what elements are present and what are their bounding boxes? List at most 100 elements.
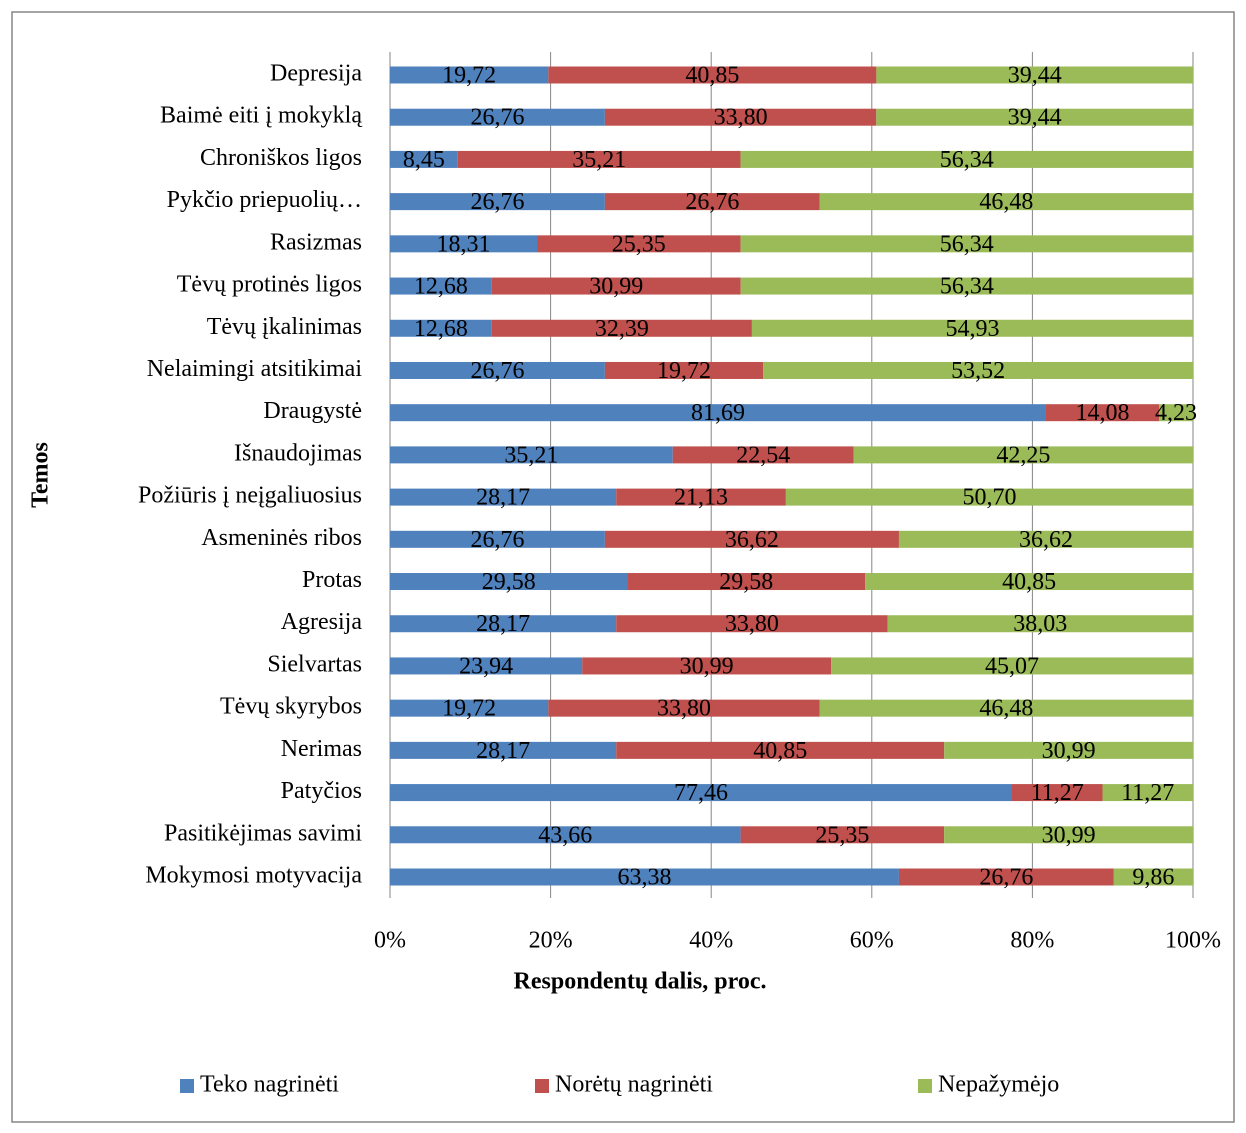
bar-segment (853, 446, 1193, 464)
y-tick-label: Protas (302, 567, 362, 593)
data-label: 33,80 (714, 105, 768, 131)
chart-border (11, 11, 1235, 1123)
data-label: 30,99 (589, 274, 643, 300)
data-label: 19,72 (442, 696, 496, 722)
bar-segment (740, 277, 1194, 295)
bar-segment (616, 741, 945, 759)
data-label: 77,46 (674, 780, 728, 806)
data-label: 14,08 (1076, 400, 1130, 426)
data-label: 8,45 (403, 147, 445, 173)
data-label: 28,17 (476, 611, 530, 637)
bar-segment (831, 657, 1193, 675)
bar-segment (740, 826, 945, 844)
bar-segment (390, 150, 458, 168)
bar-segment (457, 150, 741, 168)
bar-segment (1159, 404, 1193, 422)
data-label: 36,62 (1019, 527, 1073, 553)
y-tick-label: Mokymosi motyvacija (145, 863, 362, 889)
bar-segment (390, 699, 549, 717)
x-tick-label: 40% (689, 928, 733, 954)
y-tick-label: Depresija (270, 61, 362, 87)
data-label: 4,23 (1155, 400, 1197, 426)
data-label: 39,44 (1008, 105, 1062, 131)
data-label: 23,94 (459, 653, 513, 679)
bar-segment (1102, 784, 1193, 802)
y-tick-label: Tėvų įkalinimas (207, 314, 362, 340)
bar-segment (390, 108, 605, 126)
bar-segment (390, 404, 1046, 422)
y-tick-label: Patyčios (281, 778, 362, 804)
legend-swatch (535, 1079, 549, 1093)
bar-segment (390, 741, 617, 759)
data-label: 56,34 (940, 231, 994, 257)
data-label: 46,48 (979, 696, 1033, 722)
data-label: 26,76 (470, 105, 524, 131)
y-tick-label: Požiūris į neįgaliuosius (138, 483, 362, 509)
data-label: 50,70 (962, 485, 1016, 511)
bar-segment (604, 530, 899, 548)
data-label: 40,85 (685, 63, 739, 89)
legend-label: Norėtų nagrinėti (555, 1072, 713, 1098)
x-axis-title: Respondentų dalis, proc. (514, 969, 767, 995)
data-label: 19,72 (442, 63, 496, 89)
bar-segment (390, 361, 605, 379)
data-label: 35,21 (572, 147, 626, 173)
y-tick-label: Pykčio priepuolių… (167, 187, 362, 213)
bar-segment (1113, 868, 1193, 886)
data-label: 56,34 (940, 147, 994, 173)
bar-segment (740, 235, 1193, 253)
x-tick-label: 0% (374, 928, 406, 954)
data-label: 33,80 (657, 696, 711, 722)
data-label: 53,52 (951, 358, 1005, 384)
x-tick-label: 60% (850, 928, 894, 954)
bar-segment (604, 193, 820, 211)
bar-segment (390, 277, 492, 295)
bar-segment (390, 488, 617, 506)
y-tick-label: Tėvų protinės ligos (177, 272, 362, 298)
y-tick-label: Baimė eiti į mokyklą (160, 103, 362, 129)
data-label: 45,07 (985, 653, 1039, 679)
y-tick-label: Rasizmas (270, 229, 362, 255)
y-tick-label: Draugystė (263, 398, 362, 424)
data-label: 26,76 (685, 189, 739, 215)
data-label: 26,76 (470, 358, 524, 384)
bar-segment (819, 193, 1193, 211)
data-label: 33,80 (725, 611, 779, 637)
bar-segment (390, 446, 673, 464)
bar-segment (944, 741, 1194, 759)
data-label: 18,31 (437, 231, 491, 257)
data-label: 32,39 (595, 316, 649, 342)
data-label: 28,17 (476, 485, 530, 511)
bar-segment (627, 573, 866, 591)
x-tick-label: 80% (1010, 928, 1054, 954)
bar-segment (390, 784, 1013, 802)
data-label: 9,86 (1132, 865, 1174, 891)
bar-segment (390, 615, 617, 633)
legend-label: Teko nagrinėti (200, 1072, 339, 1098)
bar-segment (390, 193, 605, 211)
data-label: 36,62 (725, 527, 779, 553)
legend-swatch (180, 1079, 194, 1093)
data-label: 11,27 (1031, 780, 1084, 806)
data-label: 30,99 (1042, 822, 1096, 848)
y-tick-label: Sielvartas (267, 651, 362, 677)
data-label: 12,68 (414, 316, 468, 342)
y-tick-label: Chroniškos ligos (200, 145, 362, 171)
bar-segment (616, 615, 888, 633)
data-label: 29,58 (482, 569, 536, 595)
bar-segment (785, 488, 1193, 506)
y-tick-label: Nerimas (281, 736, 362, 762)
bar-segment (876, 66, 1194, 84)
bar-segment (491, 319, 752, 337)
bar-segment (390, 657, 583, 675)
bar-segment (390, 530, 605, 548)
bars (390, 66, 1194, 886)
bar-segment (763, 361, 1193, 379)
data-label: 63,38 (617, 865, 671, 891)
x-tick-label: 20% (529, 928, 573, 954)
y-tick-label: Asmeninės ribos (201, 525, 362, 551)
data-label: 56,34 (940, 274, 994, 300)
data-label: 26,76 (470, 527, 524, 553)
data-label: 46,48 (979, 189, 1033, 215)
